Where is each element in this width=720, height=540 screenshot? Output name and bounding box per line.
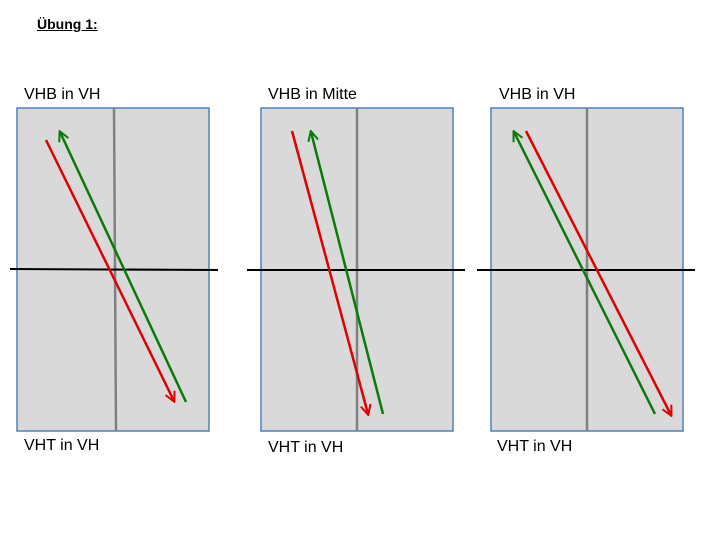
- diagram-3-green-arrow: [514, 132, 657, 415]
- diagram-1-top-label: VHB in VH: [24, 86, 101, 103]
- exercise-title: Übung 1:: [37, 16, 98, 32]
- diagram-2-red-arrow: [290, 130, 368, 414]
- diagram-2-bottom-label: VHT in VH: [268, 439, 344, 456]
- diagram-1-bottom-label: VHT in VH: [24, 437, 100, 454]
- diagram-1: [9, 107, 219, 432]
- diagram-3-bottom-label: VHT in VH: [497, 438, 573, 455]
- diagram-3-red-arrow: [524, 130, 671, 415]
- diagram-3: [477, 107, 695, 432]
- diagram-1-horizontal-line: [9, 268, 219, 271]
- diagram-1-red-arrow: [44, 139, 174, 401]
- diagram-3-top-label: VHB in VH: [499, 86, 576, 103]
- diagram-2-top-label: VHB in Mitte: [268, 86, 357, 103]
- diagram-2-green-arrow: [311, 132, 385, 415]
- diagram-2: [247, 107, 465, 432]
- diagram-1-green-arrow: [60, 132, 188, 403]
